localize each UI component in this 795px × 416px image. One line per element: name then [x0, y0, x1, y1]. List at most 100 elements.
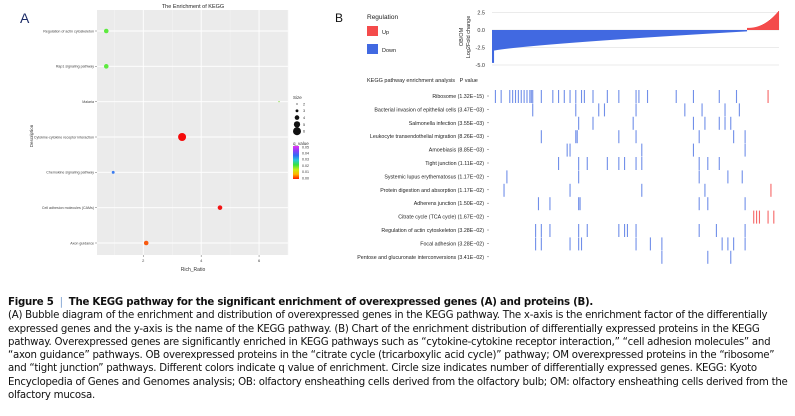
pathway-label: Adherens junction (1.50E−02)	[414, 201, 484, 207]
bar-down	[654, 30, 656, 38]
bar-down	[626, 30, 628, 39]
y-tick-label: 0.0	[477, 28, 485, 34]
bar-down	[694, 30, 696, 35]
qvalue-tick-label: 0.00	[302, 176, 309, 180]
bar-down	[522, 30, 524, 48]
pathway-label: Pentose and glucuronate interconversions…	[357, 255, 484, 261]
bar-down	[520, 30, 522, 48]
bar-down	[530, 30, 532, 47]
qvalue-tick-label: 0.01	[302, 170, 309, 174]
bar-down	[663, 30, 665, 37]
bubble-point	[178, 133, 187, 141]
bar-up	[760, 25, 762, 30]
bar-down	[586, 30, 588, 42]
bar-up	[757, 26, 759, 30]
bar-down	[603, 30, 605, 41]
y-tick-label: Cell adhesion molecules (CAMs)	[42, 206, 94, 210]
bar-down	[695, 30, 697, 35]
x-axis-label: Rich_Ratio	[181, 267, 206, 273]
bar-up	[768, 20, 770, 30]
bar-down	[599, 30, 601, 41]
bar-down	[646, 30, 648, 38]
bar-down	[620, 30, 622, 40]
protein-mark-down	[598, 103, 600, 117]
protein-mark-down	[606, 157, 608, 170]
bar-down	[625, 30, 627, 39]
protein-mark-down	[649, 237, 651, 251]
bar-down	[633, 30, 635, 39]
y-tick-label: -2.5	[476, 46, 485, 52]
bar-down	[686, 30, 688, 35]
bar-down	[701, 30, 703, 35]
bar-down	[741, 30, 743, 32]
bar-down	[677, 30, 679, 36]
bar-down	[615, 30, 617, 40]
bar-down	[593, 30, 595, 42]
bar-down	[680, 30, 682, 36]
bar-down	[577, 30, 579, 43]
bar-up	[778, 11, 780, 31]
protein-mark-up	[770, 183, 772, 197]
bar-down	[581, 30, 583, 43]
protein-mark-down	[552, 90, 554, 103]
protein-mark-down	[578, 116, 580, 130]
protein-mark-down	[529, 90, 531, 103]
bar-down	[526, 30, 528, 47]
bar-down	[731, 30, 733, 33]
protein-mark-down	[635, 157, 637, 170]
bar-down	[681, 30, 683, 36]
protein-mark-down	[646, 90, 649, 103]
bar-down	[726, 30, 728, 33]
figure-caption: Figure 5 | The KEGG pathway for the signif…	[8, 296, 793, 402]
protein-mark-down	[578, 197, 580, 211]
bar-down	[703, 30, 705, 34]
protein-mark-down	[718, 157, 720, 170]
bar-down	[705, 30, 707, 34]
bar-down	[637, 30, 639, 39]
y-tick-label: 2.5	[477, 11, 485, 17]
y-tick-label: Malaria	[82, 100, 94, 104]
bar-down	[618, 30, 620, 40]
bar-down	[644, 30, 646, 38]
bar-down	[540, 30, 542, 46]
bar-down	[561, 30, 563, 44]
protein-mark-down	[569, 237, 571, 251]
bar-down	[532, 30, 534, 47]
bar-down	[539, 30, 541, 46]
protein-mark-down	[618, 224, 620, 237]
bubble-point	[217, 205, 223, 210]
bar-down	[743, 30, 745, 32]
bar-down	[544, 30, 546, 46]
y-axis-label-fold: Log2Fold change	[466, 16, 472, 59]
size-legend-dot	[296, 103, 298, 105]
qvalue-legend-title: q_value	[293, 141, 309, 146]
bar-up	[770, 19, 772, 30]
pathway-row: Salmonella infection (3.55E−03)	[409, 116, 732, 130]
bar-down	[555, 30, 557, 45]
bar-down	[525, 30, 527, 47]
bar-down	[720, 30, 722, 33]
bar-down	[685, 30, 687, 36]
pathway-label: Bacterial invasion of epithelial cells (…	[374, 107, 484, 113]
protein-mark-down	[698, 224, 700, 237]
protein-mark-up	[773, 210, 775, 224]
bar-down	[718, 30, 720, 34]
bar-down	[499, 30, 501, 50]
bar-down	[591, 30, 593, 42]
protein-mark-down	[520, 90, 522, 103]
bar-down	[551, 30, 553, 45]
bar-down	[634, 30, 636, 39]
bar-down	[495, 30, 497, 51]
bar-down	[505, 30, 507, 49]
bubble-point	[143, 240, 149, 246]
bar-up	[750, 27, 752, 30]
bar-down	[684, 30, 686, 36]
protein-mark-down	[641, 157, 643, 170]
pathway-row: Systemic lupus erythematosus (1.17E−02)	[384, 170, 743, 184]
bar-down	[609, 30, 611, 41]
bar-down	[659, 30, 661, 37]
protein-mark-down	[638, 90, 640, 103]
bar-down	[673, 30, 675, 36]
legend-label-up: Up	[382, 30, 389, 36]
bar-down	[511, 30, 513, 49]
